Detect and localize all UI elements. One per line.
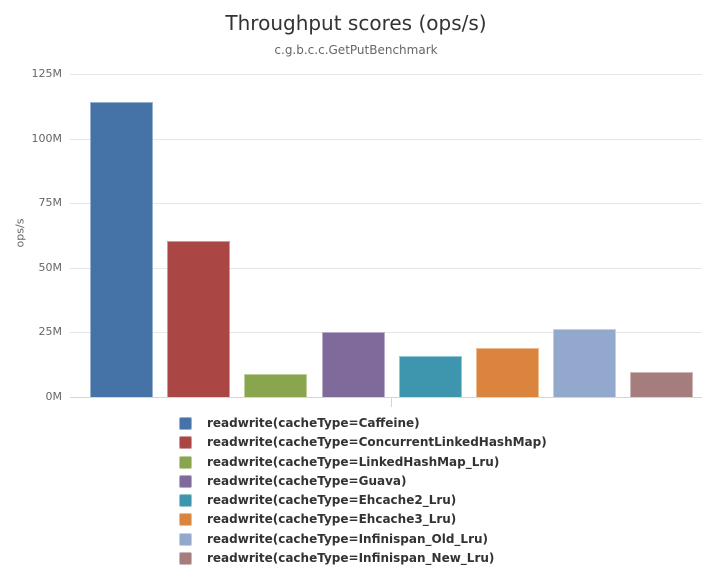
y-axis-tick-label: 100M xyxy=(31,131,63,145)
legend-item-ehcache3-lru[interactable]: readwrite(cacheType=Ehcache3_Lru) xyxy=(179,512,547,527)
y-axis-tick-label: 25M xyxy=(38,325,63,339)
bar-infinispan-new-lru[interactable] xyxy=(630,371,694,397)
legend-label: readwrite(cacheType=Guava) xyxy=(207,473,407,488)
legend-label: readwrite(cacheType=ConcurrentLinkedHash… xyxy=(207,435,547,450)
legend-swatch-ehcache3-lru xyxy=(179,513,192,527)
legend-item-linked-hashmap-lru[interactable]: readwrite(cacheType=LinkedHashMap_Lru) xyxy=(179,454,547,469)
legend-swatch-infinispan-old-lru xyxy=(179,532,192,546)
bar-guava[interactable] xyxy=(321,331,385,397)
legend: readwrite(cacheType=Caffeine) readwrite(c… xyxy=(179,417,547,566)
legend-swatch-infinispan-new-lru xyxy=(179,552,192,566)
legend-swatch-guava xyxy=(179,474,192,488)
chart-subtitle: c.g.b.c.c.GetPutBenchmark xyxy=(274,43,438,57)
gridline xyxy=(70,332,702,334)
legend-item-ehcache2-lru[interactable]: readwrite(cacheType=Ehcache2_Lru) xyxy=(179,493,547,508)
chart-title: Throughput scores (ops/s) xyxy=(225,11,487,35)
y-axis-tick-label: 125M xyxy=(31,67,63,80)
legend-item-caffeine[interactable]: readwrite(cacheType=Caffeine) xyxy=(179,417,547,430)
legend-item-infinispan-old-lru[interactable]: readwrite(cacheType=Infinispan_Old_Lru) xyxy=(179,531,547,546)
legend-item-infinispan-new-lru[interactable]: readwrite(cacheType=Infinispan_New_Lru) xyxy=(179,551,547,566)
legend-label: readwrite(cacheType=Infinispan_New_Lru) xyxy=(207,551,495,566)
legend-label: readwrite(cacheType=Caffeine) xyxy=(207,416,420,430)
legend-label: readwrite(cacheType=Ehcache2_Lru) xyxy=(207,493,457,508)
legend-swatch-ehcache2-lru xyxy=(179,494,192,508)
y-axis-title: ops/s xyxy=(13,218,27,248)
legend-label: readwrite(cacheType=Infinispan_Old_Lru) xyxy=(207,531,489,546)
x-axis-tick xyxy=(391,398,392,407)
gridline xyxy=(70,74,702,75)
y-axis-tick-label: 0M xyxy=(45,390,63,403)
gridline xyxy=(70,138,702,140)
plot-area xyxy=(70,74,702,398)
y-axis-tick-label: 75M xyxy=(38,196,63,210)
legend-swatch-concurrent-linked-hashmap xyxy=(179,436,192,450)
y-axis-tick-label: 50M xyxy=(38,260,63,274)
bar-caffeine[interactable] xyxy=(90,101,153,397)
bar-infinispan-old-lru[interactable] xyxy=(552,329,616,397)
bar-ehcache2-lru[interactable] xyxy=(398,355,462,397)
bar-ehcache3-lru[interactable] xyxy=(475,347,539,397)
legend-swatch-linked-hashmap-lru xyxy=(179,455,192,469)
legend-item-concurrent-linked-hashmap[interactable]: readwrite(cacheType=ConcurrentLinkedHash… xyxy=(179,435,547,450)
legend-label: readwrite(cacheType=LinkedHashMap_Lru) xyxy=(207,454,500,469)
bar-linked-hashmap-lru[interactable] xyxy=(244,374,308,397)
bar-concurrent-linked-hashmap[interactable] xyxy=(167,240,231,397)
legend-swatch-caffeine xyxy=(179,417,192,430)
x-axis-line xyxy=(70,397,702,398)
gridline xyxy=(70,203,702,205)
legend-label: readwrite(cacheType=Ehcache3_Lru) xyxy=(207,512,457,527)
gridline xyxy=(70,267,702,269)
legend-item-guava[interactable]: readwrite(cacheType=Guava) xyxy=(179,473,547,488)
